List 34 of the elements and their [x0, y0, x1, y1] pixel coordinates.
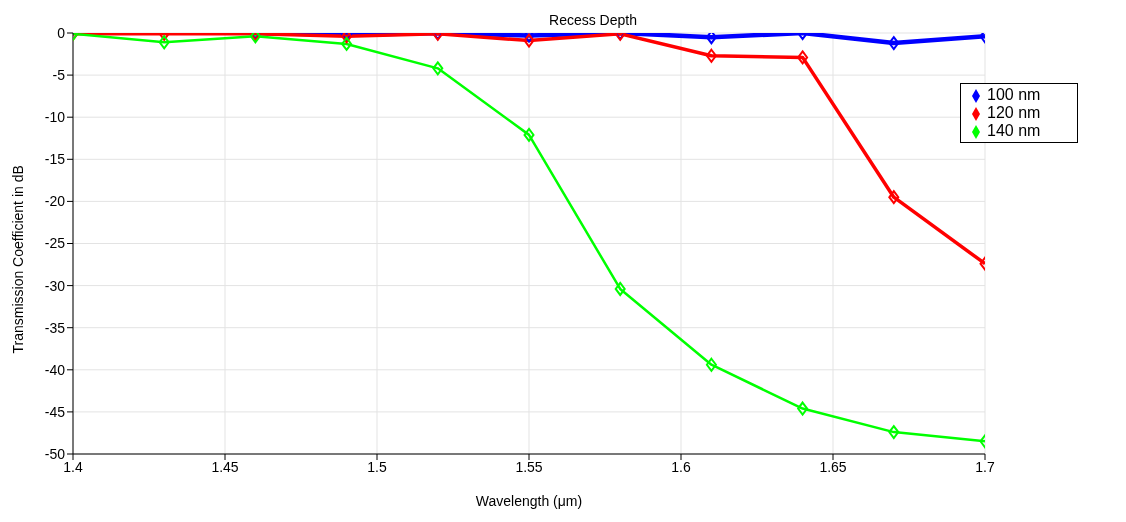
legend-label: 120 nm [987, 104, 1041, 121]
legend-label: 140 nm [987, 122, 1041, 139]
x-tick-label: 1.55 [515, 458, 543, 475]
point [158, 35, 170, 50]
y-tick-label: 0 [57, 24, 66, 41]
point [614, 281, 626, 296]
point [888, 425, 900, 440]
point [705, 357, 717, 372]
y-tick-label: -10 [44, 109, 66, 126]
point [797, 50, 809, 65]
chart-title: Recess Depth [549, 12, 637, 28]
point [523, 127, 535, 142]
x-axis-title: Wavelength (μm) [475, 493, 583, 509]
y-tick-label: -20 [44, 193, 66, 210]
x-tick-label: 1.6 [671, 458, 691, 475]
point [797, 401, 809, 416]
y-tick-label: -5 [52, 67, 66, 84]
y-axis-title: Transmission Coefficient in dB [9, 165, 26, 354]
point [888, 36, 900, 51]
y-tick-label: -35 [44, 319, 66, 336]
y-tick-label: -45 [44, 403, 66, 420]
x-tick-label: 1.7 [975, 458, 995, 475]
x-tick-label: 1.4 [63, 458, 83, 475]
x-tick-label: 1.65 [819, 458, 847, 475]
x-tick-label: 1.5 [367, 458, 387, 475]
y-tick-label: -50 [44, 445, 66, 462]
y-tick-label: -40 [44, 361, 66, 378]
point [432, 61, 444, 76]
point [888, 190, 900, 205]
y-tick-label: -15 [44, 151, 66, 168]
legend-label: 100 nm [987, 86, 1041, 103]
x-tick-label: 1.45 [211, 458, 239, 475]
y-tick-label: -30 [44, 277, 66, 294]
y-tick-label: -25 [44, 235, 66, 252]
